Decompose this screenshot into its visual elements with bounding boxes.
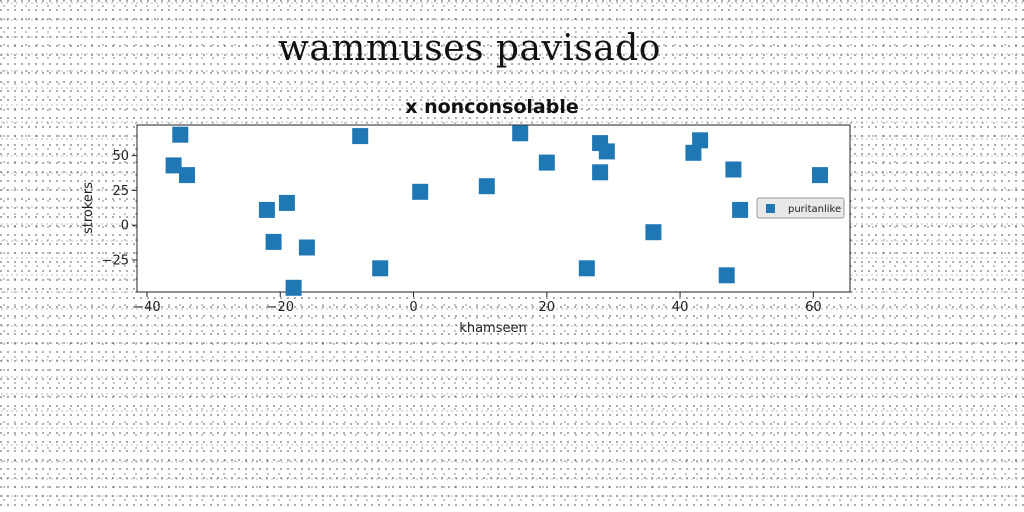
data-point (172, 126, 189, 143)
data-point (412, 183, 429, 200)
legend-marker (766, 204, 775, 213)
data-point (285, 279, 302, 296)
legend-box (756, 197, 845, 219)
x-tick-label: 40 (672, 300, 689, 315)
data-point (732, 201, 749, 218)
x-tick-label: 0 (409, 300, 417, 315)
data-point (278, 194, 295, 211)
data-point (298, 239, 315, 256)
y-tick-label: 25 (112, 184, 129, 199)
y-tick-label: −25 (102, 253, 129, 268)
data-point (578, 260, 595, 277)
data-point (718, 267, 735, 284)
data-point (165, 157, 182, 174)
legend: puritanlike (756, 197, 845, 219)
data-point (512, 125, 529, 142)
axis-ticks: −40 −20 0 20 40 60 −25 0 25 50 (102, 149, 822, 315)
data-point (725, 161, 742, 178)
data-point (645, 224, 662, 241)
data-point (478, 178, 495, 195)
y-tick-label: 0 (121, 219, 129, 234)
x-tick-label: −20 (267, 300, 294, 315)
data-point (258, 201, 275, 218)
legend-label: puritanlike (788, 204, 841, 215)
chart-title: x nonconsolable (405, 96, 579, 118)
y-axis-label: strokers (81, 182, 96, 234)
data-point (598, 143, 615, 160)
data-point (538, 154, 555, 171)
x-axis-label: khamseen (459, 321, 526, 336)
data-point (265, 233, 282, 250)
data-point (592, 164, 609, 181)
data-points (165, 125, 828, 296)
x-tick-label: 60 (805, 300, 822, 315)
data-point (179, 167, 195, 184)
data-point (372, 260, 389, 277)
data-point (692, 132, 709, 149)
y-tick-label: 50 (112, 149, 129, 164)
data-point (685, 144, 702, 161)
data-point (352, 128, 369, 145)
plot-area (136, 124, 851, 293)
data-point (812, 167, 828, 184)
x-tick-label: 20 (539, 300, 556, 315)
page-title: wammuses pavisado (278, 28, 661, 69)
x-tick-label: −40 (133, 300, 160, 315)
